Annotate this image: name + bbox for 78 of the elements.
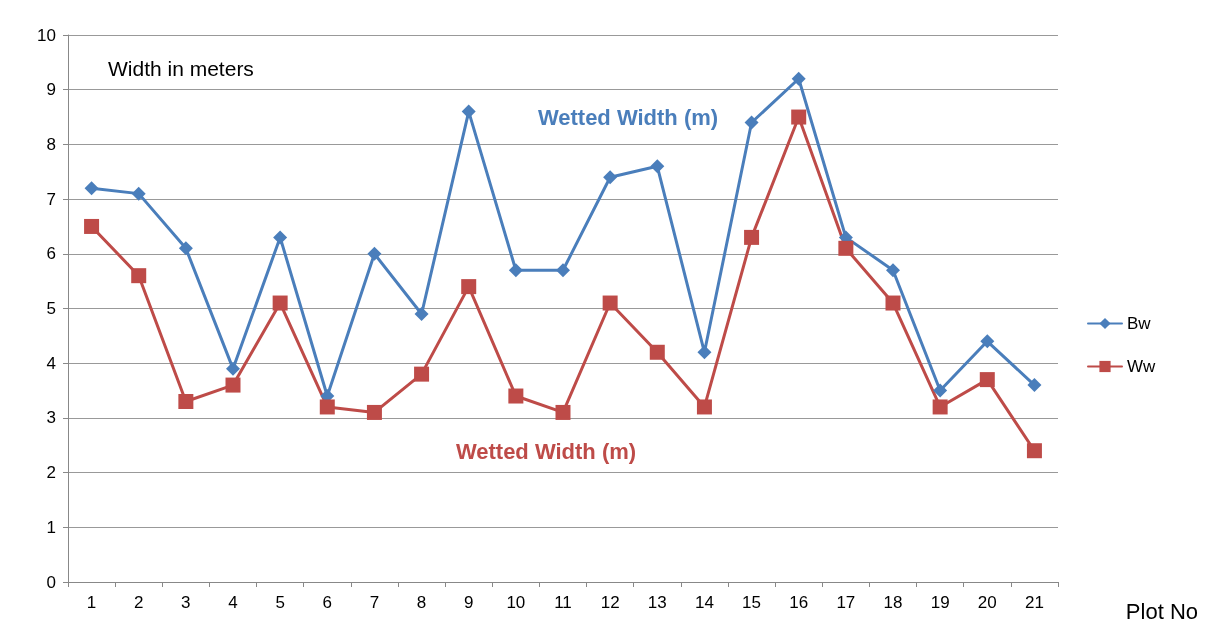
- point: [272, 295, 288, 311]
- point: [696, 399, 712, 415]
- x-tick-label: 21: [1024, 593, 1044, 612]
- x-tick-label: 4: [228, 593, 238, 612]
- point: [178, 241, 193, 256]
- x-tick-label: 10: [506, 593, 526, 612]
- point: [414, 366, 430, 382]
- y-tick-label: 0: [46, 572, 56, 592]
- y-tick-label: 6: [46, 244, 56, 264]
- point: [885, 295, 901, 311]
- point: [980, 334, 995, 349]
- x-tick-label: 9: [463, 593, 474, 612]
- point: [366, 404, 382, 420]
- point: [508, 388, 524, 404]
- point: [979, 372, 995, 388]
- x-tick-label: 18: [883, 593, 903, 612]
- point: [273, 230, 288, 245]
- point: [886, 263, 900, 278]
- point: [178, 393, 194, 409]
- point: [602, 295, 618, 311]
- point: [555, 404, 571, 420]
- x-tick-label: 19: [930, 593, 950, 612]
- y-tick-label: 8: [46, 134, 56, 154]
- point: [744, 115, 759, 130]
- point: [791, 71, 806, 86]
- x-tick-label: 14: [694, 593, 714, 612]
- point: [508, 263, 523, 278]
- x-tick-label: 13: [647, 593, 667, 612]
- y-tick-label: 10: [37, 25, 56, 45]
- x-tick-label: 1: [86, 593, 97, 612]
- y-tick-label: 7: [46, 189, 56, 209]
- x-tick-label: 12: [600, 593, 620, 612]
- point: [131, 268, 147, 284]
- x-tick-label: 7: [369, 593, 380, 612]
- point: [461, 104, 476, 119]
- point: [838, 240, 854, 256]
- point: [791, 109, 807, 125]
- point: [603, 170, 618, 185]
- point: [319, 399, 335, 415]
- point: [225, 377, 241, 393]
- x-axis-title: Plot No: [1125, 598, 1199, 624]
- point: [933, 383, 948, 398]
- x-tick-label: 2: [133, 593, 144, 612]
- y-tick-label: 3: [46, 408, 56, 428]
- point: [1026, 443, 1042, 459]
- point: [744, 229, 760, 245]
- point: [1027, 378, 1042, 393]
- point: [414, 306, 429, 321]
- point: [131, 186, 146, 201]
- point: [84, 218, 100, 234]
- y-tick-label: 5: [46, 299, 56, 318]
- y-tick-label: 2: [46, 463, 56, 483]
- x-tick-label: 3: [181, 593, 191, 612]
- point: [84, 181, 99, 196]
- y-tick-label: 4: [46, 353, 56, 373]
- x-tick-label: 17: [836, 593, 856, 612]
- legend-label: Bw: [1127, 314, 1152, 333]
- y-tick-label: 9: [46, 80, 56, 100]
- point: [932, 399, 948, 415]
- x-tick-label: 20: [977, 593, 997, 612]
- point: [226, 361, 240, 376]
- legend-label: Ww: [1127, 357, 1157, 376]
- x-tick-label: 16: [789, 593, 809, 612]
- x-tick-label: 5: [275, 593, 285, 612]
- x-tick-label: 15: [742, 593, 762, 612]
- point: [650, 159, 665, 174]
- x-tick-label: 8: [416, 593, 427, 612]
- annotation: Wetted Width (m): [537, 104, 719, 130]
- x-tick-label: 11: [554, 593, 572, 612]
- y-tick-label: 1: [46, 517, 56, 537]
- point: [461, 279, 477, 295]
- point: [556, 263, 570, 278]
- y-axis-title: Width in meters: [108, 57, 254, 80]
- annotation: Wetted Width (m): [455, 438, 637, 464]
- point: [649, 344, 665, 360]
- x-tick-label: 6: [322, 593, 333, 612]
- point: [697, 345, 712, 360]
- point: [367, 246, 382, 261]
